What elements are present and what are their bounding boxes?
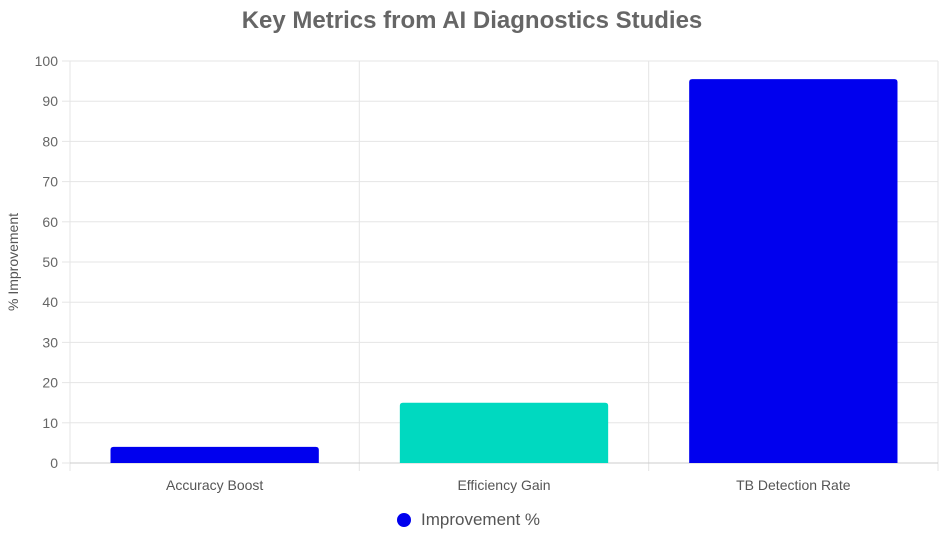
x-axis-ticks: Accuracy Boost Efficiency Gain TB Detectio…	[166, 477, 851, 493]
bar-accuracy-boost[interactable]	[110, 446, 319, 463]
legend-marker	[397, 513, 411, 527]
y-tick-label: 50	[42, 254, 58, 270]
y-tick-label: 0	[50, 455, 58, 471]
x-tick-label: Efficiency Gain	[457, 477, 550, 493]
y-tick-label: 60	[42, 214, 58, 230]
y-tick-label: 20	[42, 375, 58, 391]
y-tick-label: 40	[42, 294, 58, 310]
y-tick-label: 30	[42, 334, 58, 350]
y-axis-label: % Improvement	[5, 213, 21, 311]
y-tick-label: 70	[42, 174, 58, 190]
legend-label: Improvement %	[421, 510, 540, 529]
legend[interactable]: Improvement %	[397, 510, 540, 529]
x-tick-label: Accuracy Boost	[166, 477, 263, 493]
bar-tb-detection-rate[interactable]	[689, 79, 898, 463]
bars	[110, 79, 898, 463]
bar-efficiency-gain[interactable]	[399, 402, 609, 463]
y-tick-label: 10	[42, 415, 58, 431]
y-tick-label: 80	[42, 133, 58, 149]
chart-title: Key Metrics from AI Diagnostics Studies	[242, 7, 703, 34]
y-tick-label: 100	[35, 53, 59, 69]
x-tick-label: TB Detection Rate	[736, 477, 851, 493]
y-axis-ticks: 0 10 20 30 40 50 60 70 80 90 100	[35, 53, 59, 471]
y-tick-label: 90	[42, 93, 58, 109]
